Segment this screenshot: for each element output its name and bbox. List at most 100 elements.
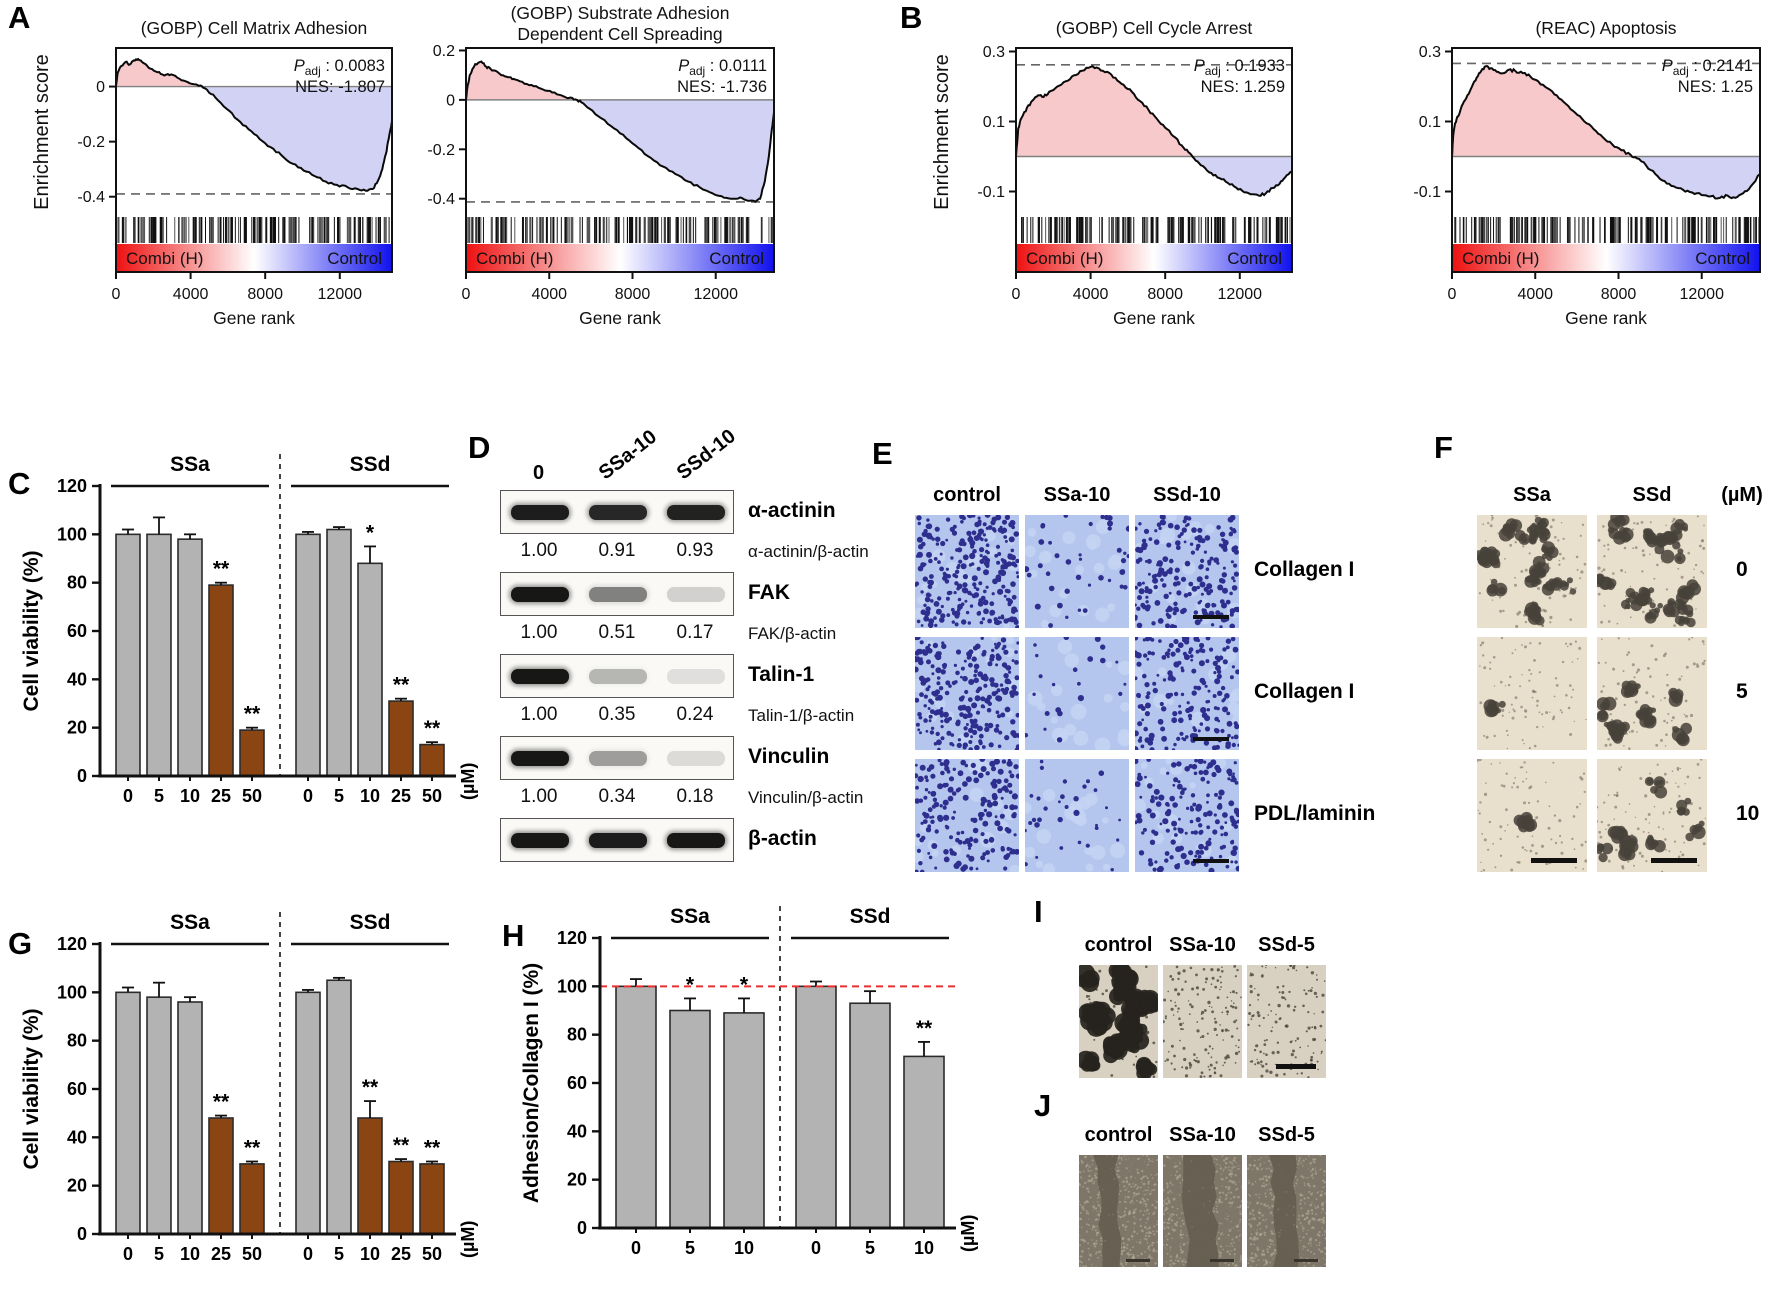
unit-label: (µM) [458,1221,478,1258]
panel-j-label: J [1034,1088,1052,1123]
y-tick-label: 100 [557,976,587,996]
bar-SSd-0 [295,533,321,777]
lane-label-0: 0 [533,462,545,484]
bar-SSd-5 [326,979,352,1235]
scale-bar [1210,1259,1234,1262]
protein-name: α-actinin [748,499,836,522]
bar-SSd-0 [295,991,321,1235]
barcode-strip [466,216,774,244]
band-ratio-value: 0.93 [676,540,714,561]
wound-band [1269,1155,1299,1267]
plot-frame [1015,47,1293,273]
micrograph-j-SSa-10 [1163,1155,1242,1267]
enrichment-fill [1016,66,1193,157]
protein-band [511,504,569,520]
enrichment-curve [1451,64,1761,200]
e-row-label-1: Collagen I [1254,679,1355,703]
protein-band [589,504,647,520]
bar-SSd-0 [795,985,837,1229]
enrichment-fill [1192,156,1292,196]
ratio-label: α-actinin/β-actin [748,542,869,561]
unit-label: (µM) [458,763,478,800]
band-ratio-value: 0.17 [676,622,714,643]
y-tick-label: 20 [67,1176,87,1196]
x-tick-label: 10 [180,786,200,806]
gradient-left-label: Combi (H) [1026,249,1103,268]
panel-f-label: F [1434,430,1453,465]
micrograph-e-r1c2 [1135,637,1239,750]
ratio-label: FAK/β-actin [748,624,837,643]
gradient-right-label: Control [327,249,382,268]
e-column-label-SSd-10: SSd-10 [1153,484,1221,506]
y-tick-label: 0.1 [983,114,1005,131]
y-tick-label: 80 [567,1025,587,1045]
j-column-label-control: control [1084,1124,1153,1146]
x-tick-label: 25 [391,786,411,806]
gsea-plot-apoptosis: (REAC) Apoptosis Padj : 0.2141 NES: 1.25 Co… [1396,2,1768,354]
significance-marker: * [686,973,695,996]
y-tick-label: 80 [67,573,87,593]
gradient-left-label: Combi (H) [476,249,553,268]
ratio-label: Vinculin/β-actin [748,788,864,807]
chart-title: (REAC) Apoptosis [1535,18,1676,38]
x-tick-label: 0 [123,786,133,806]
x-tick-label: 4000 [531,286,567,303]
enrichment-fill [1452,66,1632,157]
x-tick-label: 12000 [693,286,738,303]
gradient-right-label: Control [709,249,764,268]
y-tick-label: 120 [557,928,587,948]
x-tick-label: 50 [422,786,442,806]
chart-title: (GOBP) Cell Cycle Arrest [1056,18,1253,38]
e-column-label-SSa-10: SSa-10 [1043,484,1111,506]
bar-chart-svg: Adhesion/Collagen I (%)020406080100120SS… [520,905,978,1258]
x-tick-label: 12000 [1218,286,1263,303]
scale-bar [1193,859,1229,863]
i-column-label-control: control [1084,934,1153,956]
protein-band [511,832,569,848]
y-tick-label: 40 [67,1127,87,1147]
y-axis-title: Enrichment score [931,54,953,210]
micrograph-i-SSa-10 [1163,965,1242,1078]
bar-SSa-10 [723,1012,765,1229]
y-axis-title: Enrichment score [31,54,53,210]
bar-chart-adhesion-collagen: Adhesion/Collagen I (%) 0 20 40 60 80 100 120 SS… [512,876,982,1291]
significance-marker: ** [424,717,441,740]
x-axis-title: Gene rank [213,308,295,328]
y-axis-title: Cell viability (%) [20,550,43,711]
micrograph-j-control [1079,1155,1158,1267]
scale-bar [1531,858,1577,863]
enrichment-fill [202,86,392,191]
panel-e-label: E [872,436,893,471]
panel-h-label: H [502,918,525,953]
blot-FAK [500,572,734,616]
bar-SSd-25 [388,1160,414,1235]
x-tick-label: 10 [914,1238,934,1258]
f-row-label-0: 0 [1736,557,1748,581]
y-tick-label: -0.4 [427,191,455,208]
y-tick-label: 0.3 [983,44,1005,61]
bar-SSa-10 [177,1001,203,1235]
x-tick-label: 4000 [1517,286,1553,303]
padj-stat: Padj : 0.1933 [1194,57,1285,78]
gradient-left-label: Combi (H) [126,249,203,268]
i-column-label-SSa-10: SSa-10 [1169,934,1236,956]
significance-marker: ** [244,703,261,726]
enrichment-curve [465,60,775,203]
protein-band [667,750,725,766]
blot-Vinculin [500,736,734,780]
band-ratio-value: 0.34 [598,786,636,807]
y-tick-label: 60 [67,1079,87,1099]
gradient-right-label: Control [1695,249,1750,268]
ratio-label: Talin-1/β-actin [748,706,855,725]
gsea-plot-substrate-adhesion: (GOBP) Substrate Adhesion Dependent Cell … [410,2,782,354]
gsea-plot-cell-cycle-arrest: (GOBP) Cell Cycle Arrest Enrichment score… [928,2,1300,354]
micrograph-e-r1c0 [915,637,1019,750]
y-tick-label: -0.2 [427,142,455,159]
band-ratio-value: 0.91 [598,540,636,561]
x-tick-label: 50 [422,1244,442,1264]
significance-marker: * [740,973,749,996]
x-tick-label: 12000 [318,286,363,303]
protein-name: β-actin [748,827,817,850]
x-tick-label: 0 [1012,286,1021,303]
